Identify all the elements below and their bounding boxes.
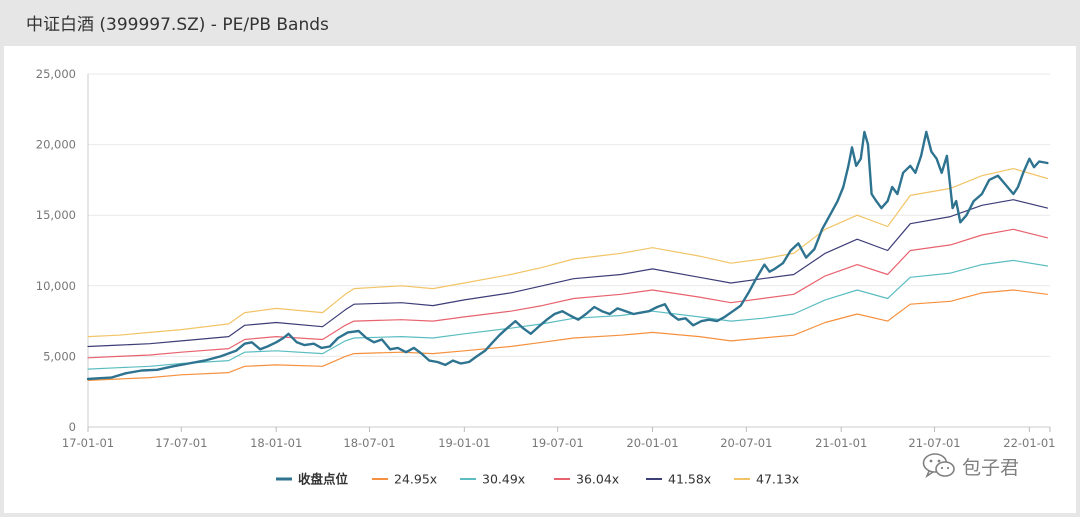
x-tick-label: 17-01-01 [62, 436, 114, 450]
watermark-text: 包子君 [962, 456, 1020, 479]
x-tick-label: 22-01-01 [1003, 436, 1055, 450]
chart-card: 0 5,000 10,000 15,000 20,000 25,000 17-01-01 1… [4, 46, 1076, 513]
y-tick-label: 20,000 [36, 138, 76, 152]
page-title: 中证白酒 (399997.SZ) - PE/PB Bands [26, 15, 329, 35]
series-line-1 [87, 289, 1048, 381]
y-tick-label: 0 [69, 420, 76, 434]
x-axis: 17-01-01 17-07-01 18-01-01 18-07-01 19-01-01… [62, 427, 1055, 450]
legend-label[interactable]: 36.04x [576, 472, 619, 487]
x-tick-label: 18-01-01 [250, 436, 302, 450]
legend-label[interactable]: 收盘点位 [298, 472, 349, 487]
y-axis: 0 5,000 10,000 15,000 20,000 25,000 [36, 67, 89, 434]
series-line-0 [86, 130, 1049, 381]
x-tick-label: 19-01-01 [438, 436, 490, 450]
legend-label[interactable]: 30.49x [482, 472, 525, 487]
legend-label[interactable]: 47.13x [756, 472, 799, 487]
x-tick-label: 18-07-01 [343, 436, 395, 450]
wechat-icon [922, 453, 955, 479]
series-line-5 [87, 168, 1048, 338]
x-tick-label: 21-07-01 [908, 436, 960, 450]
series-line-2 [87, 259, 1048, 370]
grid-lines [88, 73, 1050, 428]
series-line-3 [87, 228, 1048, 359]
watermark: 包子君 [922, 452, 1019, 480]
x-tick-label: 19-07-01 [532, 436, 584, 450]
series-line-4 [87, 199, 1048, 348]
x-tick-label: 20-07-01 [720, 436, 772, 450]
y-tick-label: 10,000 [36, 279, 76, 293]
title-bar: 中证白酒 (399997.SZ) - PE/PB Bands [0, 0, 1080, 44]
x-tick-label: 21-01-01 [815, 436, 867, 450]
x-tick-label: 17-07-01 [155, 436, 207, 450]
x-tick-label: 20-01-01 [626, 436, 678, 450]
legend-label[interactable]: 24.95x [394, 472, 437, 487]
legend: 收盘点位 24.95x 30.49x 36.04x 41.58x 47.13x [276, 472, 799, 487]
y-tick-label: 25,000 [36, 67, 76, 81]
y-tick-label: 15,000 [36, 208, 76, 222]
y-tick-label: 5,000 [43, 349, 76, 363]
series-lines [86, 130, 1049, 381]
legend-label[interactable]: 41.58x [668, 472, 711, 487]
